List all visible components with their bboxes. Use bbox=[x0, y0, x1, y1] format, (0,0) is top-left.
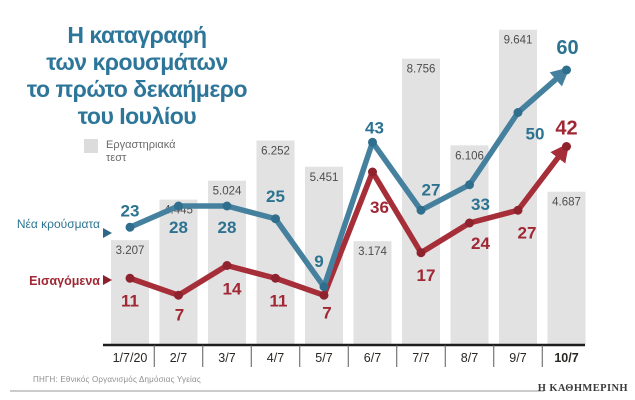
data-point-imported bbox=[465, 218, 474, 228]
bar-lab-tests bbox=[547, 191, 586, 345]
x-axis-label: 4/7 bbox=[267, 351, 284, 365]
value-label-new-cases: 60 bbox=[556, 37, 578, 59]
line-new-cases bbox=[127, 67, 570, 290]
data-point-new-cases bbox=[416, 205, 426, 215]
data-point-imported bbox=[416, 248, 426, 258]
bar-value-label: 4.687 bbox=[552, 197, 581, 209]
bar-lab-tests bbox=[111, 240, 149, 345]
bar-value-label: 3.207 bbox=[116, 245, 145, 257]
bar-value-label: 5.451 bbox=[310, 172, 339, 184]
arrow-right-icon bbox=[103, 228, 112, 238]
data-point-new-cases bbox=[465, 180, 474, 190]
value-label-new-cases: 33 bbox=[471, 195, 490, 214]
legend-bar-label: Εργαστηριακά τεστ bbox=[106, 139, 176, 164]
value-label-imported: 24 bbox=[471, 234, 490, 253]
data-point-new-cases bbox=[319, 282, 329, 292]
source-note: ΠΗΓΗ: Εθνικός Οργανισμός Δημόσιας Υγείας bbox=[33, 375, 201, 384]
legend: Εργαστηριακά τεστ bbox=[84, 139, 186, 165]
value-label-new-cases: 43 bbox=[365, 118, 384, 137]
chart-title-line-1: Η καταγραφή bbox=[67, 22, 207, 48]
value-label-imported: 7 bbox=[175, 305, 184, 324]
bar-value-label: 9.641 bbox=[504, 35, 533, 47]
x-axis-label: 3/7 bbox=[218, 351, 235, 365]
x-axis-label: 1/7/20 bbox=[113, 351, 148, 365]
chart-title-line-2: των κρουσμάτων bbox=[46, 49, 228, 75]
data-point-new-cases bbox=[125, 222, 135, 232]
value-label-imported: 27 bbox=[518, 223, 537, 242]
data-point-new-cases bbox=[368, 137, 377, 147]
bar-lab-tests bbox=[159, 199, 198, 345]
value-label-imported: 17 bbox=[417, 266, 436, 285]
value-label-imported: 36 bbox=[370, 198, 389, 217]
bar-value-label: 6.106 bbox=[455, 150, 484, 162]
series-label-imported: Εισαγόμενα bbox=[29, 274, 100, 288]
chart-title: Η καταγραφή των κρουσμάτων το πρώτο δεκα… bbox=[12, 22, 262, 130]
x-axis-label: 5/7 bbox=[315, 351, 332, 365]
value-label-new-cases: 23 bbox=[121, 201, 140, 220]
footer-divider bbox=[10, 390, 544, 392]
data-point-imported bbox=[368, 167, 377, 177]
data-point-new-cases bbox=[222, 201, 232, 211]
bar-value-label: 5.024 bbox=[213, 186, 242, 198]
x-axis-label: 2/7 bbox=[170, 351, 187, 365]
publisher-logo: Η ΚΑΘΗΜΕΡΙΝΗ bbox=[537, 383, 628, 394]
chart-title-line-3: το πρώτο δεκαήμερο bbox=[26, 76, 248, 102]
bar-lab-tests bbox=[499, 29, 537, 346]
bar-value-label: 6.252 bbox=[261, 146, 290, 158]
bar-lab-tests bbox=[256, 140, 295, 345]
value-label-new-cases: 28 bbox=[218, 218, 237, 237]
data-point-imported bbox=[513, 205, 523, 215]
bar-lab-tests bbox=[450, 145, 489, 345]
value-label-imported: 7 bbox=[322, 303, 331, 322]
data-point-new-cases bbox=[174, 201, 183, 211]
data-point-imported bbox=[125, 273, 135, 283]
value-label-new-cases: 9 bbox=[314, 252, 323, 271]
legend-bar-swatch bbox=[84, 139, 98, 153]
value-label-imported: 14 bbox=[223, 280, 242, 299]
x-axis-label: 6/7 bbox=[364, 351, 381, 365]
data-point-imported bbox=[271, 273, 280, 283]
x-axis-label: 7/7 bbox=[412, 351, 429, 365]
data-point-new-cases bbox=[513, 108, 523, 117]
value-label-imported: 11 bbox=[270, 291, 288, 310]
data-point-imported bbox=[319, 290, 329, 300]
data-point-imported bbox=[174, 290, 183, 300]
bar-lab-tests bbox=[353, 241, 392, 345]
bar-value-label: 3.174 bbox=[358, 246, 387, 258]
value-label-new-cases: 25 bbox=[266, 187, 285, 206]
data-point-new-cases bbox=[271, 214, 280, 224]
value-label-new-cases: 27 bbox=[422, 180, 441, 199]
chart-title-line-4: του Ιουλίου bbox=[77, 103, 197, 129]
value-label-new-cases: 50 bbox=[526, 125, 545, 144]
bar-value-label: 8.756 bbox=[407, 64, 436, 76]
value-label-new-cases: 28 bbox=[169, 218, 188, 237]
value-label-imported: 42 bbox=[555, 118, 577, 140]
x-axis-label: 10/7 bbox=[554, 351, 578, 365]
line-imported bbox=[127, 142, 570, 298]
series-label-new-cases: Νέα κρούσματα bbox=[16, 217, 100, 231]
arrow-right-icon bbox=[103, 275, 112, 285]
value-label-imported: 11 bbox=[121, 291, 139, 310]
data-point-new-cases bbox=[562, 65, 571, 75]
data-point-imported bbox=[562, 142, 571, 151]
data-point-imported bbox=[222, 261, 232, 270]
x-axis-label: 9/7 bbox=[509, 351, 526, 365]
x-axis-label: 8/7 bbox=[461, 351, 478, 365]
